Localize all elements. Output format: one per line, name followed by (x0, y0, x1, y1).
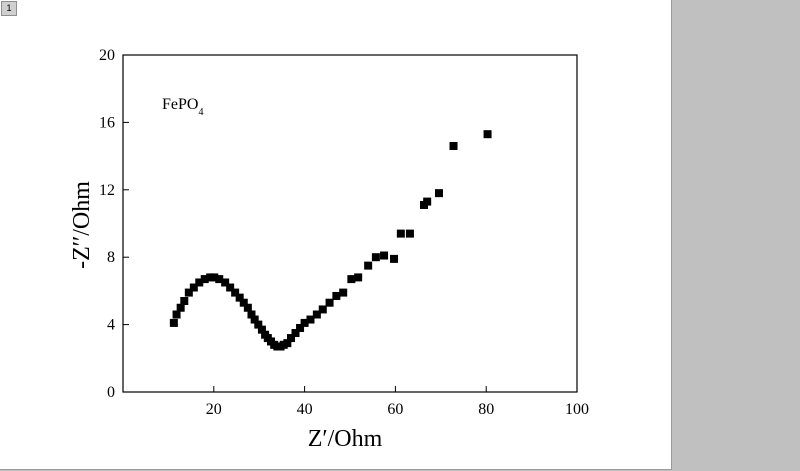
data-point (312, 310, 321, 319)
data-point (300, 318, 309, 327)
data-point (206, 273, 215, 282)
data-point (231, 288, 240, 297)
data-point (257, 325, 266, 334)
y-tick-label: 8 (107, 249, 115, 266)
data-point (306, 315, 315, 324)
data-point (215, 275, 224, 284)
x-tick-label: 60 (387, 401, 403, 418)
data-point (200, 275, 209, 284)
data-point (169, 318, 178, 327)
data-point (332, 291, 341, 300)
sample-label: FePO4 (162, 96, 203, 118)
data-points (169, 130, 492, 351)
x-tick-label: 20 (206, 401, 222, 418)
y-axis-ticks: 0 4 8 12 16 20 (99, 47, 129, 401)
data-point (254, 320, 263, 329)
data-point (195, 278, 204, 287)
y-tick-label: 12 (99, 182, 115, 199)
data-point (347, 275, 356, 284)
data-point (189, 283, 198, 292)
data-point (296, 323, 305, 332)
data-point (423, 197, 432, 206)
data-point (364, 261, 373, 270)
data-point (325, 298, 334, 307)
data-point (396, 229, 405, 238)
impedance-chart: 20 40 60 80 100 0 4 8 12 16 20 Z′/Ohm -Z′′/Ohm Fe… (69, 47, 589, 452)
data-point (235, 293, 244, 302)
y-tick-label: 16 (99, 114, 115, 131)
data-point (283, 339, 292, 348)
data-point (176, 303, 185, 312)
sample-label-subscript: 4 (198, 107, 203, 118)
data-point (221, 278, 230, 287)
data-point (291, 329, 300, 338)
y-tick-label: 0 (107, 384, 115, 401)
y-axis-title: -Z′′/Ohm (69, 181, 95, 269)
x-tick-label: 40 (297, 401, 313, 418)
data-point (390, 254, 399, 263)
page-number-tab[interactable]: 1 (1, 1, 17, 16)
data-point (380, 251, 389, 260)
data-point (210, 273, 219, 282)
data-point (184, 288, 193, 297)
data-point (483, 130, 492, 139)
data-point (180, 297, 189, 306)
data-point (354, 273, 363, 282)
y-tick-label: 20 (99, 47, 115, 64)
data-point (434, 189, 443, 198)
y-tick-label: 4 (107, 317, 115, 334)
sample-label-main: FePO (162, 96, 198, 113)
x-tick-label: 80 (478, 401, 494, 418)
plot-frame (122, 54, 578, 393)
data-point (172, 310, 181, 319)
data-point (405, 229, 414, 238)
data-point (247, 310, 256, 319)
data-point (449, 141, 458, 150)
data-point (286, 334, 295, 343)
data-point (243, 303, 252, 312)
data-point (339, 288, 348, 297)
data-point (318, 305, 327, 314)
x-tick-label: 100 (565, 401, 589, 418)
data-point (239, 298, 248, 307)
data-point (371, 253, 380, 262)
x-axis-title: Z′/Ohm (308, 426, 383, 452)
data-point (250, 315, 259, 324)
x-axis-ticks: 20 40 60 80 100 (206, 386, 589, 418)
data-point (226, 283, 235, 292)
